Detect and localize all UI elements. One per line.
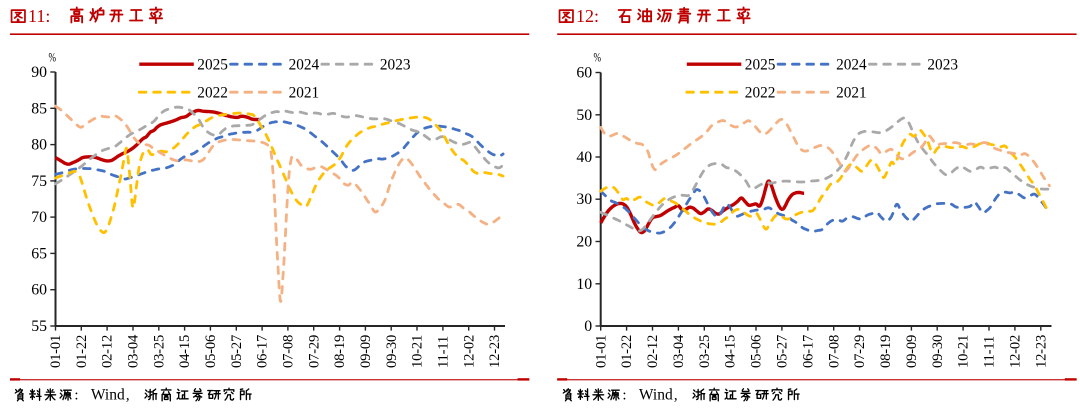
svg-text:05-27: 05-27	[775, 335, 791, 368]
svg-text:07-29: 07-29	[852, 335, 868, 368]
svg-text:,: ,	[126, 388, 130, 404]
svg-text:55: 55	[31, 318, 47, 335]
svg-text:05-06: 05-06	[203, 335, 219, 368]
svg-text:12-23: 12-23	[1033, 335, 1049, 368]
svg-text:0: 0	[584, 318, 592, 335]
svg-text:07-08: 07-08	[826, 335, 842, 368]
svg-text:2023: 2023	[927, 57, 958, 74]
svg-text:40: 40	[576, 149, 592, 166]
svg-text:30: 30	[576, 191, 592, 208]
svg-text:09-30: 09-30	[930, 335, 946, 368]
svg-text:2021: 2021	[289, 85, 320, 102]
svg-text:08-19: 08-19	[332, 335, 348, 368]
svg-text:60: 60	[31, 282, 47, 299]
svg-text:01-22: 01-22	[74, 335, 90, 368]
svg-text:11-11: 11-11	[982, 336, 998, 368]
svg-text:2024: 2024	[289, 57, 320, 74]
svg-text:12-02: 12-02	[461, 335, 477, 368]
svg-text:09-09: 09-09	[358, 335, 374, 368]
svg-text:,: ,	[674, 388, 678, 404]
svg-text:09-30: 09-30	[384, 335, 400, 368]
svg-text:03-25: 03-25	[151, 335, 167, 368]
svg-text:2022: 2022	[745, 85, 776, 102]
svg-text:03-04: 03-04	[126, 334, 142, 368]
svg-text:07-29: 07-29	[306, 335, 322, 368]
svg-text:01-22: 01-22	[619, 335, 635, 368]
svg-text:2025: 2025	[745, 57, 776, 74]
svg-text::: :	[74, 388, 78, 404]
svg-text:11:: 11:	[28, 6, 50, 26]
svg-text:08-19: 08-19	[878, 335, 894, 368]
svg-text:75: 75	[31, 173, 47, 190]
svg-text:80: 80	[31, 137, 47, 154]
svg-text:60: 60	[576, 65, 592, 82]
svg-text:04-15: 04-15	[177, 335, 193, 368]
svg-text:65: 65	[31, 245, 47, 262]
svg-text:01-01: 01-01	[48, 335, 64, 368]
svg-text:02-12: 02-12	[645, 335, 661, 368]
svg-text:12-02: 12-02	[1008, 335, 1024, 368]
svg-text:Wind: Wind	[91, 387, 125, 404]
svg-text:05-27: 05-27	[229, 335, 245, 368]
svg-text:20: 20	[576, 234, 592, 251]
svg-text:70: 70	[31, 209, 47, 226]
svg-text:10: 10	[576, 276, 592, 293]
svg-text:10-21: 10-21	[410, 335, 426, 368]
svg-text:07-08: 07-08	[281, 335, 297, 368]
svg-text:%: %	[594, 50, 602, 65]
svg-text:12:: 12:	[576, 6, 599, 26]
svg-text:%: %	[49, 50, 57, 65]
svg-text:02-12: 02-12	[100, 335, 116, 368]
svg-text:2021: 2021	[836, 85, 867, 102]
svg-text:01-01: 01-01	[593, 335, 609, 368]
svg-text:85: 85	[31, 100, 47, 117]
svg-text:2025: 2025	[197, 57, 228, 74]
svg-text:10-21: 10-21	[956, 335, 972, 368]
svg-text:05-06: 05-06	[749, 335, 765, 368]
svg-text:Wind: Wind	[639, 387, 673, 404]
svg-text:04-15: 04-15	[723, 335, 739, 368]
svg-text:03-04: 03-04	[671, 334, 687, 368]
svg-text:09-09: 09-09	[904, 335, 920, 368]
svg-text:50: 50	[576, 107, 592, 124]
svg-text:90: 90	[31, 64, 47, 81]
svg-text:06-17: 06-17	[255, 335, 271, 368]
svg-text:11-11: 11-11	[436, 336, 452, 368]
svg-text:12-23: 12-23	[487, 335, 503, 368]
svg-text:03-25: 03-25	[697, 335, 713, 368]
svg-text:06-17: 06-17	[800, 335, 816, 368]
svg-text::: :	[622, 388, 626, 404]
svg-text:2024: 2024	[836, 57, 867, 74]
svg-text:2023: 2023	[380, 57, 411, 74]
svg-text:2022: 2022	[197, 85, 228, 102]
